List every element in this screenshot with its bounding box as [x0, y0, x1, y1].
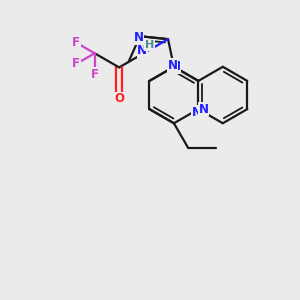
Text: N: N	[134, 31, 143, 44]
Text: F: F	[91, 68, 99, 81]
Text: N: N	[199, 103, 209, 116]
Text: O: O	[114, 92, 124, 105]
Text: N: N	[169, 59, 179, 72]
Text: F: F	[72, 57, 80, 70]
Text: N: N	[137, 44, 147, 57]
Text: N: N	[167, 59, 177, 72]
Text: H: H	[145, 40, 154, 50]
Text: F: F	[72, 36, 80, 49]
Text: N: N	[170, 60, 180, 73]
Text: N: N	[192, 106, 202, 118]
